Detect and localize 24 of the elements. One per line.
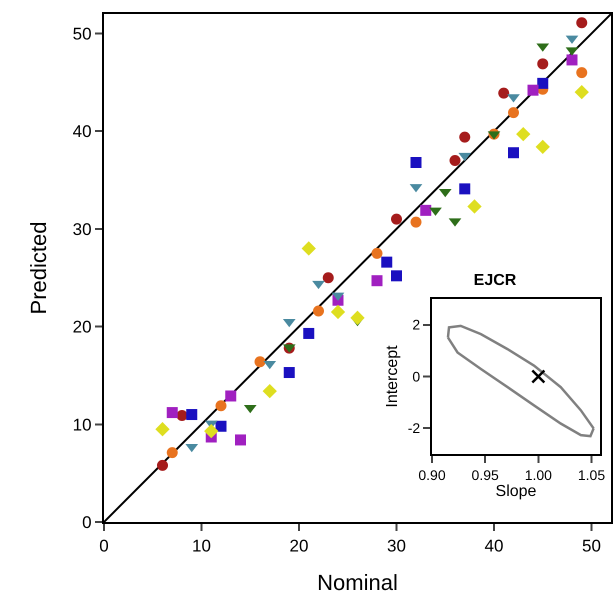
x-tick-label: 20 (290, 536, 308, 556)
y-tick-label: 2 (412, 316, 420, 333)
y-tick-label: 20 (72, 318, 92, 337)
x-tick-label: 1.00 (524, 466, 552, 483)
x-axis-title: Slope (496, 483, 537, 500)
y-tick-label: 50 (72, 24, 92, 44)
y-tick-label: 40 (72, 122, 92, 142)
y-tick-label: 10 (72, 415, 92, 434)
y-tick-label: -2 (408, 420, 420, 436)
x-axis-title: Nominal (317, 570, 398, 595)
x-tick-label: 50 (582, 536, 601, 556)
y-axis-title: Predicted (26, 222, 51, 314)
x-tick-label: 30 (387, 536, 406, 556)
x-tick-label: 0.95 (472, 466, 499, 483)
y-tick-label: 0 (412, 368, 420, 384)
y-tick-label: 30 (72, 220, 92, 239)
x-tick-label: 0.90 (418, 466, 446, 483)
y-axis-title: Intercept (384, 344, 402, 408)
x-tick-label: 0 (99, 536, 109, 556)
x-tick-label: 10 (192, 536, 211, 556)
y-tick-label: 0 (82, 512, 92, 532)
x-tick-label: 40 (484, 536, 504, 556)
chart-title: EJCR (474, 272, 517, 290)
x-tick-label: 1.05 (578, 466, 606, 483)
